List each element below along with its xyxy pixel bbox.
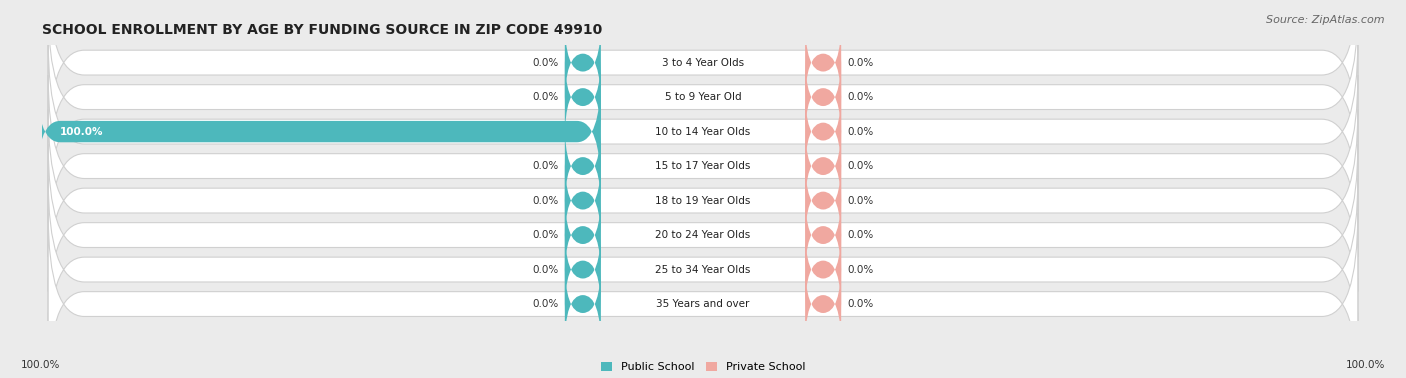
FancyBboxPatch shape: [48, 75, 1358, 257]
FancyBboxPatch shape: [48, 178, 1358, 361]
FancyBboxPatch shape: [565, 20, 600, 105]
Text: 35 Years and over: 35 Years and over: [657, 299, 749, 309]
FancyBboxPatch shape: [806, 20, 841, 105]
Text: 0.0%: 0.0%: [533, 299, 558, 309]
FancyBboxPatch shape: [48, 0, 1358, 154]
FancyBboxPatch shape: [565, 192, 600, 278]
Text: 0.0%: 0.0%: [533, 57, 558, 68]
FancyBboxPatch shape: [565, 54, 600, 140]
FancyBboxPatch shape: [565, 227, 600, 312]
Text: 0.0%: 0.0%: [533, 92, 558, 102]
FancyBboxPatch shape: [48, 144, 1358, 326]
FancyBboxPatch shape: [806, 89, 841, 174]
Text: 0.0%: 0.0%: [533, 161, 558, 171]
FancyBboxPatch shape: [565, 123, 600, 209]
Text: 0.0%: 0.0%: [533, 230, 558, 240]
Text: 20 to 24 Year Olds: 20 to 24 Year Olds: [655, 230, 751, 240]
FancyBboxPatch shape: [806, 192, 841, 278]
FancyBboxPatch shape: [37, 73, 600, 190]
FancyBboxPatch shape: [48, 6, 1358, 188]
Text: 15 to 17 Year Olds: 15 to 17 Year Olds: [655, 161, 751, 171]
Text: 0.0%: 0.0%: [533, 195, 558, 206]
FancyBboxPatch shape: [806, 123, 841, 209]
Text: 100.0%: 100.0%: [1346, 361, 1385, 370]
Text: 100.0%: 100.0%: [21, 361, 60, 370]
Text: 0.0%: 0.0%: [848, 299, 873, 309]
FancyBboxPatch shape: [806, 261, 841, 347]
FancyBboxPatch shape: [565, 261, 600, 347]
Text: 5 to 9 Year Old: 5 to 9 Year Old: [665, 92, 741, 102]
Text: 0.0%: 0.0%: [848, 127, 873, 136]
Text: 0.0%: 0.0%: [848, 195, 873, 206]
FancyBboxPatch shape: [48, 40, 1358, 223]
Text: 0.0%: 0.0%: [533, 265, 558, 274]
Text: 0.0%: 0.0%: [848, 265, 873, 274]
Text: 10 to 14 Year Olds: 10 to 14 Year Olds: [655, 127, 751, 136]
FancyBboxPatch shape: [806, 54, 841, 140]
Text: SCHOOL ENROLLMENT BY AGE BY FUNDING SOURCE IN ZIP CODE 49910: SCHOOL ENROLLMENT BY AGE BY FUNDING SOUR…: [42, 23, 602, 37]
Text: 3 to 4 Year Olds: 3 to 4 Year Olds: [662, 57, 744, 68]
Text: 18 to 19 Year Olds: 18 to 19 Year Olds: [655, 195, 751, 206]
Legend: Public School, Private School: Public School, Private School: [596, 357, 810, 376]
Text: 0.0%: 0.0%: [848, 230, 873, 240]
Text: 100.0%: 100.0%: [60, 127, 104, 136]
Text: 0.0%: 0.0%: [848, 57, 873, 68]
FancyBboxPatch shape: [806, 227, 841, 312]
Text: 0.0%: 0.0%: [848, 161, 873, 171]
FancyBboxPatch shape: [806, 158, 841, 243]
FancyBboxPatch shape: [565, 158, 600, 243]
Text: 0.0%: 0.0%: [848, 92, 873, 102]
Text: 25 to 34 Year Olds: 25 to 34 Year Olds: [655, 265, 751, 274]
FancyBboxPatch shape: [48, 213, 1358, 378]
FancyBboxPatch shape: [48, 110, 1358, 292]
Text: Source: ZipAtlas.com: Source: ZipAtlas.com: [1267, 15, 1385, 25]
